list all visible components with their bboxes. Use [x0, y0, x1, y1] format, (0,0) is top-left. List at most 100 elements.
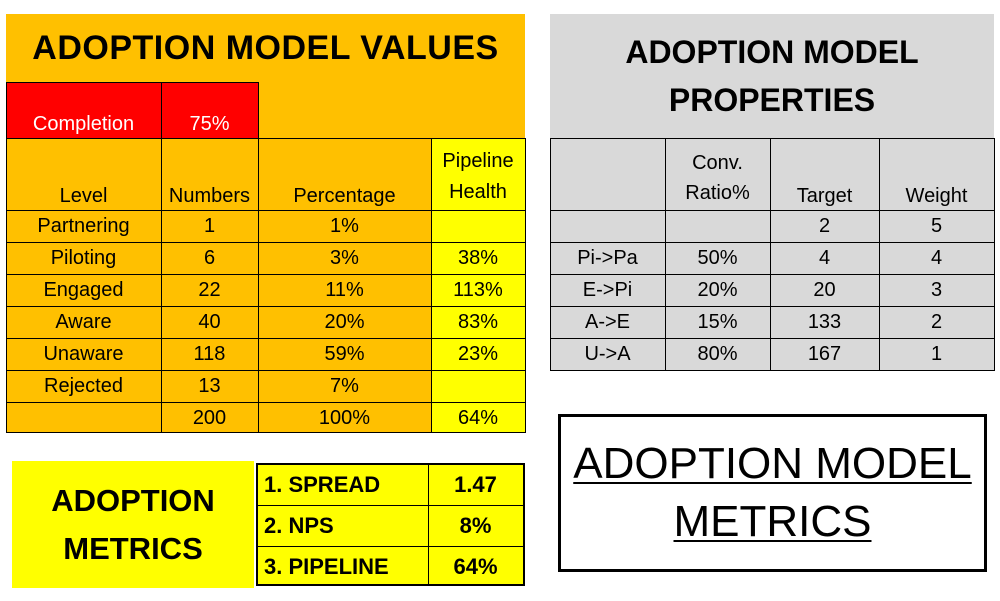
completion-label: Completion	[32, 113, 135, 135]
grid-line	[6, 274, 525, 275]
metrics-divider	[428, 465, 429, 584]
metrics-label-line2: METRICS	[63, 530, 203, 566]
metric-name: 3. PIPELINE	[264, 554, 389, 579]
grid-line	[6, 242, 525, 243]
cell-weight: 1	[930, 343, 943, 365]
metrics-box-line2: METRICS	[673, 497, 872, 546]
cell-percentage: 20%	[324, 311, 365, 333]
properties-title: ADOPTION MODEL PROPERTIES	[550, 14, 994, 138]
cell-percentage: 59%	[324, 343, 365, 365]
grid-line	[879, 138, 880, 371]
grid-line	[258, 82, 259, 433]
cell-conv-ratio: 15%	[697, 311, 738, 333]
cell-level: Partnering	[37, 215, 130, 237]
cell-numbers: 40	[198, 311, 221, 333]
cell-weight: 3	[930, 279, 943, 301]
cell-percentage: 1%	[330, 215, 359, 237]
grid-line	[550, 370, 994, 371]
cell-numbers: 118	[193, 343, 226, 365]
grid-line	[525, 138, 526, 433]
cell-pipeline-health	[431, 370, 525, 402]
grid-line	[161, 82, 162, 433]
grid-line	[6, 338, 525, 339]
cell-percentage: 3%	[330, 247, 359, 269]
cell-level: Engaged	[43, 279, 124, 301]
cell-transition: A->E	[584, 311, 631, 333]
cell-target: 133	[807, 311, 842, 333]
cell-target: 167	[807, 343, 842, 365]
grid-line	[431, 138, 432, 433]
header-conv-ratio: Conv. Ratio%	[685, 152, 750, 204]
cell-percentage: 100%	[318, 407, 371, 429]
grid-line	[6, 432, 525, 433]
cell-transition: E->Pi	[582, 279, 633, 301]
cell-target: 4	[818, 247, 831, 269]
cell-weight: 2	[930, 311, 943, 333]
cell-pipeline-health: 64%	[457, 407, 499, 429]
metric-row-nps: 2. NPS 8%	[258, 506, 523, 546]
header-pipeline-health: Pipeline Health	[442, 150, 514, 203]
cell-conv-ratio	[665, 210, 770, 242]
cell-weight: 4	[930, 247, 943, 269]
grid-line	[550, 138, 551, 371]
grid-line	[6, 210, 525, 211]
cell-pipeline-health: 38%	[457, 247, 499, 269]
completion-cell: Completion 75%	[6, 82, 258, 138]
grid-line	[550, 242, 994, 243]
grid-line	[665, 138, 666, 371]
metrics-box: ADOPTION MODEL METRICS	[558, 414, 987, 572]
completion-value: 75%	[189, 113, 230, 135]
metric-row-pipeline: 3. PIPELINE 64%	[258, 547, 523, 587]
cell-numbers: 22	[198, 279, 221, 301]
cell-pipeline-health: 23%	[457, 343, 499, 365]
metrics-label-line1: ADOPTION	[51, 482, 215, 518]
metrics-label: ADOPTION METRICS	[12, 461, 254, 588]
header-percentage: Percentage	[293, 185, 396, 207]
grid-line	[550, 138, 994, 139]
grid-line	[994, 138, 995, 371]
metrics-table: 1. SPREAD 1.47 2. NPS 8% 3. PIPELINE 64%	[256, 463, 525, 586]
grid-line	[550, 274, 994, 275]
cell-level: Rejected	[44, 375, 123, 397]
metric-value: 8%	[459, 513, 492, 538]
metrics-box-line1: ADOPTION MODEL	[573, 439, 972, 488]
metric-row-spread: 1. SPREAD 1.47	[258, 465, 523, 505]
cell-percentage: 11%	[325, 279, 364, 301]
cell-numbers: 13	[198, 375, 221, 397]
metric-name: 1. SPREAD	[264, 472, 381, 497]
grid-line	[6, 82, 7, 433]
grid-line	[550, 210, 994, 211]
cell-conv-ratio: 20%	[697, 279, 738, 301]
metrics-divider	[258, 505, 523, 506]
grid-line	[550, 338, 994, 339]
grid-line	[550, 306, 994, 307]
metric-value: 1.47	[454, 472, 497, 497]
grid-line	[6, 370, 525, 371]
grid-line	[6, 82, 258, 83]
cell-numbers: 1	[203, 215, 216, 237]
grid-line	[770, 138, 771, 371]
pipeline-health-column	[431, 138, 525, 432]
cell-numbers: 6	[203, 247, 216, 269]
properties-title-line1: ADOPTION MODEL	[625, 34, 919, 70]
cell-pipeline-health: 113%	[453, 279, 503, 301]
cell-target: 20	[813, 279, 836, 301]
cell-conv-ratio: 80%	[697, 343, 738, 365]
cell-weight: 5	[930, 215, 943, 237]
cell-transition: Pi->Pa	[577, 247, 638, 269]
cell-numbers: 200	[192, 407, 227, 429]
cell-percentage: 7%	[330, 375, 359, 397]
cell-transition	[550, 210, 665, 242]
grid-line	[6, 306, 525, 307]
header-level: Level	[59, 185, 108, 207]
cell-level: Unaware	[43, 343, 124, 365]
cell-level	[6, 402, 161, 434]
header-numbers: Numbers	[168, 185, 251, 207]
metrics-divider	[258, 546, 523, 547]
cell-target: 2	[818, 215, 831, 237]
metric-value: 64%	[453, 554, 498, 579]
properties-title-line2: PROPERTIES	[668, 82, 876, 118]
cell-level: Aware	[55, 311, 112, 333]
metric-name: 2. NPS	[264, 513, 334, 538]
cell-pipeline-health: 83%	[457, 311, 499, 333]
